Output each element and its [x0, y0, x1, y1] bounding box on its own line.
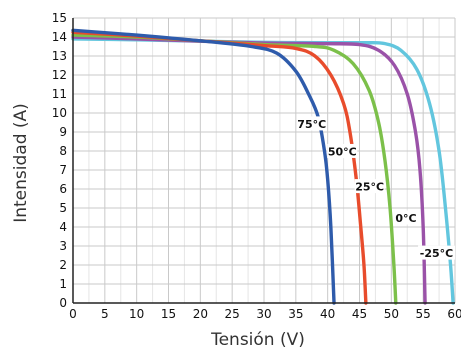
curve-label-background [354, 179, 385, 194]
y-tick-label: 6 [59, 182, 67, 196]
curve-label-background [418, 245, 456, 260]
series-line--25c [71, 37, 455, 305]
y-tick-label: 3 [59, 239, 67, 253]
curve-label: -25°C [420, 247, 453, 260]
y-tick-label: 14 [52, 30, 67, 44]
y-tick-label: 0 [59, 296, 67, 310]
x-tick-label: 20 [193, 307, 208, 321]
y-tick-label: 10 [52, 106, 67, 120]
x-tick-label: 40 [320, 307, 335, 321]
x-tick-label: 10 [129, 307, 144, 321]
x-tick-label: 45 [352, 307, 367, 321]
curve-label: 75°C [297, 118, 326, 131]
series-line-50c [71, 30, 368, 305]
y-tick-label: 13 [52, 49, 67, 63]
curve-label: 25°C [355, 181, 384, 194]
x-tick-label: 60 [447, 307, 461, 321]
x-tick-label: 50 [384, 307, 399, 321]
x-axis-title: Tensión (V) [210, 330, 305, 350]
curve-label: 0°C [395, 212, 416, 225]
y-tick-label: 4 [59, 220, 67, 234]
curve-label: 50°C [328, 145, 357, 158]
curve-label-background [327, 143, 358, 158]
plot-frame [72, 18, 455, 304]
x-tick-label: 15 [161, 307, 176, 321]
curve-labels: 75°C 50°C 25°C 0°C -25°C [296, 116, 456, 260]
series-line-75c [71, 28, 336, 305]
y-tick-label: 2 [59, 258, 67, 272]
y-tick-label: 9 [59, 125, 67, 139]
y-tick-label: 15 [52, 11, 67, 25]
x-tick-label: 30 [256, 307, 271, 321]
y-tick-label: 8 [59, 144, 67, 158]
x-tick-label: 25 [225, 307, 240, 321]
curve-label-background [296, 116, 327, 131]
y-tick-label: 5 [59, 201, 67, 215]
tick-labels: 0 5 10 15 20 25 30 35 40 45 50 55 600123456789101112… [52, 11, 461, 321]
y-tick-label: 1 [59, 277, 67, 291]
grid [72, 17, 456, 304]
x-tick-label: 55 [416, 307, 431, 321]
y-tick-label: 7 [59, 163, 67, 177]
series-layer [71, 28, 455, 305]
y-tick-label: 11 [52, 87, 67, 101]
x-tick-label: 35 [288, 307, 303, 321]
y-tick-label: 12 [52, 68, 67, 82]
x-tick-label: 0 [69, 307, 77, 321]
curve-label-background [394, 210, 418, 225]
x-tick-label: 5 [101, 307, 109, 321]
y-axis-title: Intensidad (A) [11, 103, 31, 223]
